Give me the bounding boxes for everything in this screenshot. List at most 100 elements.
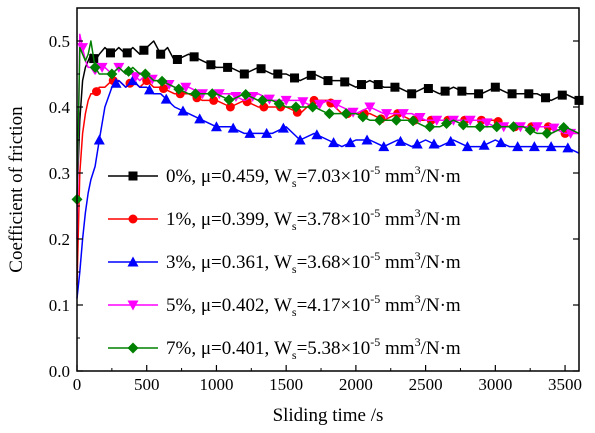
series-point [457, 86, 467, 96]
series-point [227, 122, 239, 133]
series-point [273, 69, 283, 79]
y-axis-title: Coefficient of friction [6, 106, 27, 273]
legend-sub: s [292, 348, 297, 362]
series-point [89, 61, 101, 73]
series-point [190, 88, 202, 100]
series-point [225, 102, 235, 112]
series-point [206, 60, 216, 70]
series-point [122, 48, 132, 58]
series-point [328, 137, 340, 148]
legend-marker [127, 300, 139, 311]
series-point [306, 70, 316, 80]
series-point [424, 121, 436, 133]
series-point [263, 94, 275, 105]
series-point [160, 93, 172, 104]
legend-unit-sup: 3 [415, 292, 421, 306]
series-point [364, 102, 376, 113]
series-point [490, 82, 500, 92]
legend-unit-end: /N·m [421, 295, 461, 316]
series-point [440, 86, 450, 96]
series-point [347, 107, 359, 118]
series-point [297, 97, 309, 108]
series-point [411, 138, 423, 149]
series-point [340, 77, 350, 87]
legend-value: =7.03×10 [297, 166, 371, 187]
series-point [290, 73, 300, 83]
legend-exp: -5 [370, 335, 380, 349]
series-point [123, 65, 135, 77]
series-point [356, 80, 366, 90]
series-point [323, 108, 335, 120]
series-point [110, 77, 122, 88]
legend-unit-end: /N·m [421, 209, 461, 230]
y-tick-label: 0.2 [49, 230, 70, 249]
legend-label: 7%, μ=0.401, Ws=5.38×10-5 mm3/N·m [166, 335, 461, 362]
series-point [93, 134, 105, 145]
series-point [240, 88, 252, 100]
series-point [361, 134, 373, 145]
legend-item: 7%, μ=0.401, Ws=5.38×10-5 mm3/N·m [108, 335, 461, 362]
series-point [381, 109, 393, 120]
legend-label: 1%, μ=0.399, W [166, 209, 292, 230]
series-point [428, 138, 440, 149]
series-point [323, 76, 333, 86]
series-point [474, 89, 484, 99]
series-point [273, 98, 285, 110]
series-point [524, 124, 536, 136]
legend-exp: -5 [370, 292, 380, 306]
legend-unit: mm [380, 166, 415, 187]
series-point [311, 129, 323, 140]
legend-marker [127, 256, 139, 267]
series-point [173, 83, 185, 95]
series-point [507, 121, 519, 133]
series-point [156, 49, 166, 59]
legend-unit-sup: 3 [415, 335, 421, 349]
legend-unit: mm [380, 338, 415, 359]
series-point [96, 62, 108, 73]
series-point [531, 122, 543, 133]
series-point [457, 119, 469, 131]
series-point [156, 75, 168, 87]
legend-item: 1%, μ=0.399, Ws=3.78×10-5 mm3/N·m [108, 206, 461, 233]
series-4 [71, 40, 580, 205]
legend-label: 3%, μ=0.361, Ws=3.68×10-5 mm3/N·m [166, 249, 461, 276]
series-point [507, 89, 517, 99]
legend-sub: s [292, 219, 297, 233]
x-tick-label: 500 [134, 375, 160, 394]
legend-exp: -5 [370, 206, 380, 220]
legend-label: 1%, μ=0.399, Ws=3.78×10-5 mm3/N·m [166, 206, 461, 233]
series-point [431, 115, 443, 126]
series-point [340, 108, 352, 120]
series-point [541, 93, 551, 103]
series-point [189, 52, 199, 62]
series-point [158, 84, 168, 94]
series-point [378, 141, 390, 152]
series-point [92, 87, 102, 97]
legend-item: 5%, μ=0.402, Ws=4.17×10-5 mm3/N·m [108, 292, 461, 319]
y-tick-label: 0.3 [49, 164, 70, 183]
series-point [144, 84, 156, 95]
legend-marker [128, 171, 138, 181]
series-point [390, 82, 400, 92]
legend-label: 0%, μ=0.459, Ws=7.03×10-5 mm3/N·m [166, 163, 461, 190]
x-tick-label: 2500 [409, 375, 443, 394]
series-point [374, 114, 386, 126]
y-tick-label: 0.4 [49, 98, 71, 117]
y-axis-ticks: 0.0 0.1 0.2 0.3 0.4 0.5 [49, 32, 579, 381]
series-point [474, 121, 486, 133]
series-point [395, 135, 407, 146]
series-point [464, 115, 476, 126]
series-point [512, 141, 524, 152]
series-point [206, 88, 218, 100]
y-tick-label: 0.5 [49, 32, 70, 51]
series-point [441, 118, 453, 129]
legend-item: 0%, μ=0.459, Ws=7.03×10-5 mm3/N·m [108, 163, 461, 190]
series-point [172, 54, 182, 64]
series-point [558, 121, 570, 133]
series-point [213, 89, 225, 100]
series-point [541, 127, 553, 139]
series-point [239, 69, 249, 79]
series-point [423, 84, 433, 94]
